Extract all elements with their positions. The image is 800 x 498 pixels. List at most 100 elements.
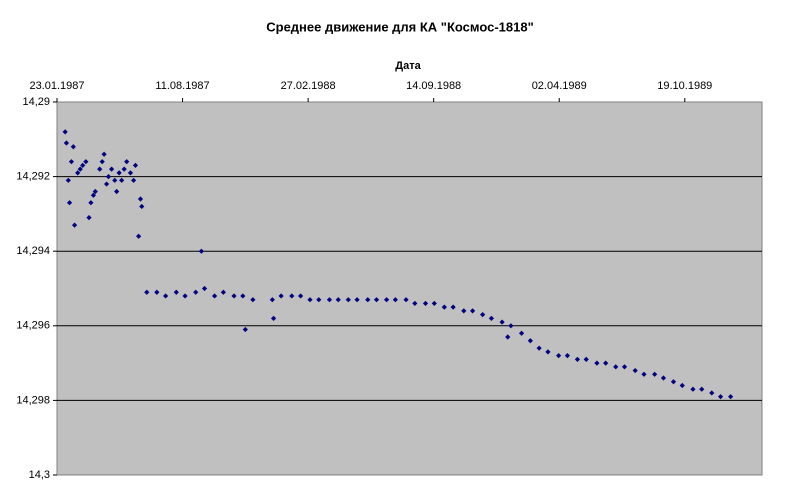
point [316, 297, 322, 303]
x-tick-label: 14.09.1988 [406, 80, 461, 92]
point [641, 371, 647, 377]
point [679, 382, 685, 389]
x-tick-label: 19.10.1989 [657, 80, 712, 92]
point [62, 129, 68, 135]
point [132, 162, 139, 169]
point [63, 140, 70, 146]
point [173, 289, 179, 295]
point [392, 297, 398, 303]
point [545, 349, 551, 355]
point [583, 356, 589, 362]
point [450, 304, 456, 310]
point [469, 308, 476, 314]
x-axis-label: Дата [395, 60, 421, 72]
point [527, 338, 533, 344]
y-tick-label: 14,296 [16, 320, 50, 332]
point [231, 293, 237, 299]
point [536, 345, 542, 351]
point [77, 166, 83, 172]
point [193, 289, 199, 295]
point [505, 334, 511, 340]
point [88, 200, 94, 206]
point [574, 356, 581, 362]
point [278, 293, 284, 299]
point [163, 293, 169, 299]
point [127, 170, 134, 176]
point [97, 166, 103, 172]
point [80, 162, 86, 169]
point [242, 326, 248, 333]
y-tick-label: 14,294 [16, 245, 50, 257]
point [71, 222, 78, 228]
point [412, 300, 418, 307]
point [461, 308, 467, 314]
chart-title: Среднее движение для КА "Космос-1818" [266, 19, 534, 34]
point [422, 300, 429, 307]
point [594, 360, 600, 366]
point [613, 364, 619, 370]
point [660, 375, 667, 381]
plot-area [56, 101, 763, 476]
point [699, 386, 705, 392]
y-tick-label: 14,3 [29, 469, 50, 481]
point [116, 170, 122, 176]
point [307, 297, 313, 303]
point [182, 293, 188, 299]
point [211, 293, 218, 299]
point [269, 297, 275, 303]
point [220, 289, 226, 295]
point [86, 215, 92, 221]
point [90, 192, 97, 198]
y-tick-label: 14,298 [16, 394, 50, 406]
point [297, 293, 304, 299]
point [632, 367, 638, 374]
point [92, 188, 98, 195]
point [121, 166, 127, 172]
point [289, 293, 295, 299]
point [508, 323, 514, 329]
point [670, 379, 677, 385]
point [144, 289, 150, 295]
point [101, 151, 107, 157]
point [326, 297, 333, 303]
point [139, 203, 145, 210]
point [354, 297, 360, 303]
point [66, 200, 73, 206]
point [75, 170, 81, 176]
point [717, 394, 724, 400]
x-tick-label: 27.02.1988 [281, 80, 336, 92]
point [103, 181, 110, 187]
point [136, 233, 142, 239]
point [383, 297, 390, 303]
point [335, 297, 341, 303]
point [709, 390, 715, 396]
point [105, 174, 112, 180]
point [621, 364, 628, 370]
point [119, 177, 125, 183]
point [365, 297, 371, 303]
point [518, 330, 525, 336]
point [690, 386, 696, 392]
point [480, 312, 486, 318]
y-tick-label: 14,292 [16, 171, 50, 183]
point [652, 371, 658, 377]
x-tick-label: 11.08.1987 [155, 80, 209, 92]
point [70, 144, 76, 150]
point [68, 159, 75, 165]
y-tick-label: 14,29 [22, 96, 50, 108]
point [728, 394, 734, 400]
point [137, 196, 144, 202]
point [441, 304, 447, 310]
point [154, 289, 160, 295]
point [403, 297, 409, 303]
point [499, 319, 505, 325]
point [65, 177, 71, 183]
x-tick-label: 02.04.1989 [532, 80, 587, 92]
point [201, 285, 208, 292]
point [270, 315, 277, 321]
point [198, 248, 204, 254]
point [130, 177, 137, 183]
point [250, 297, 256, 303]
point [345, 297, 351, 303]
point [112, 177, 118, 183]
